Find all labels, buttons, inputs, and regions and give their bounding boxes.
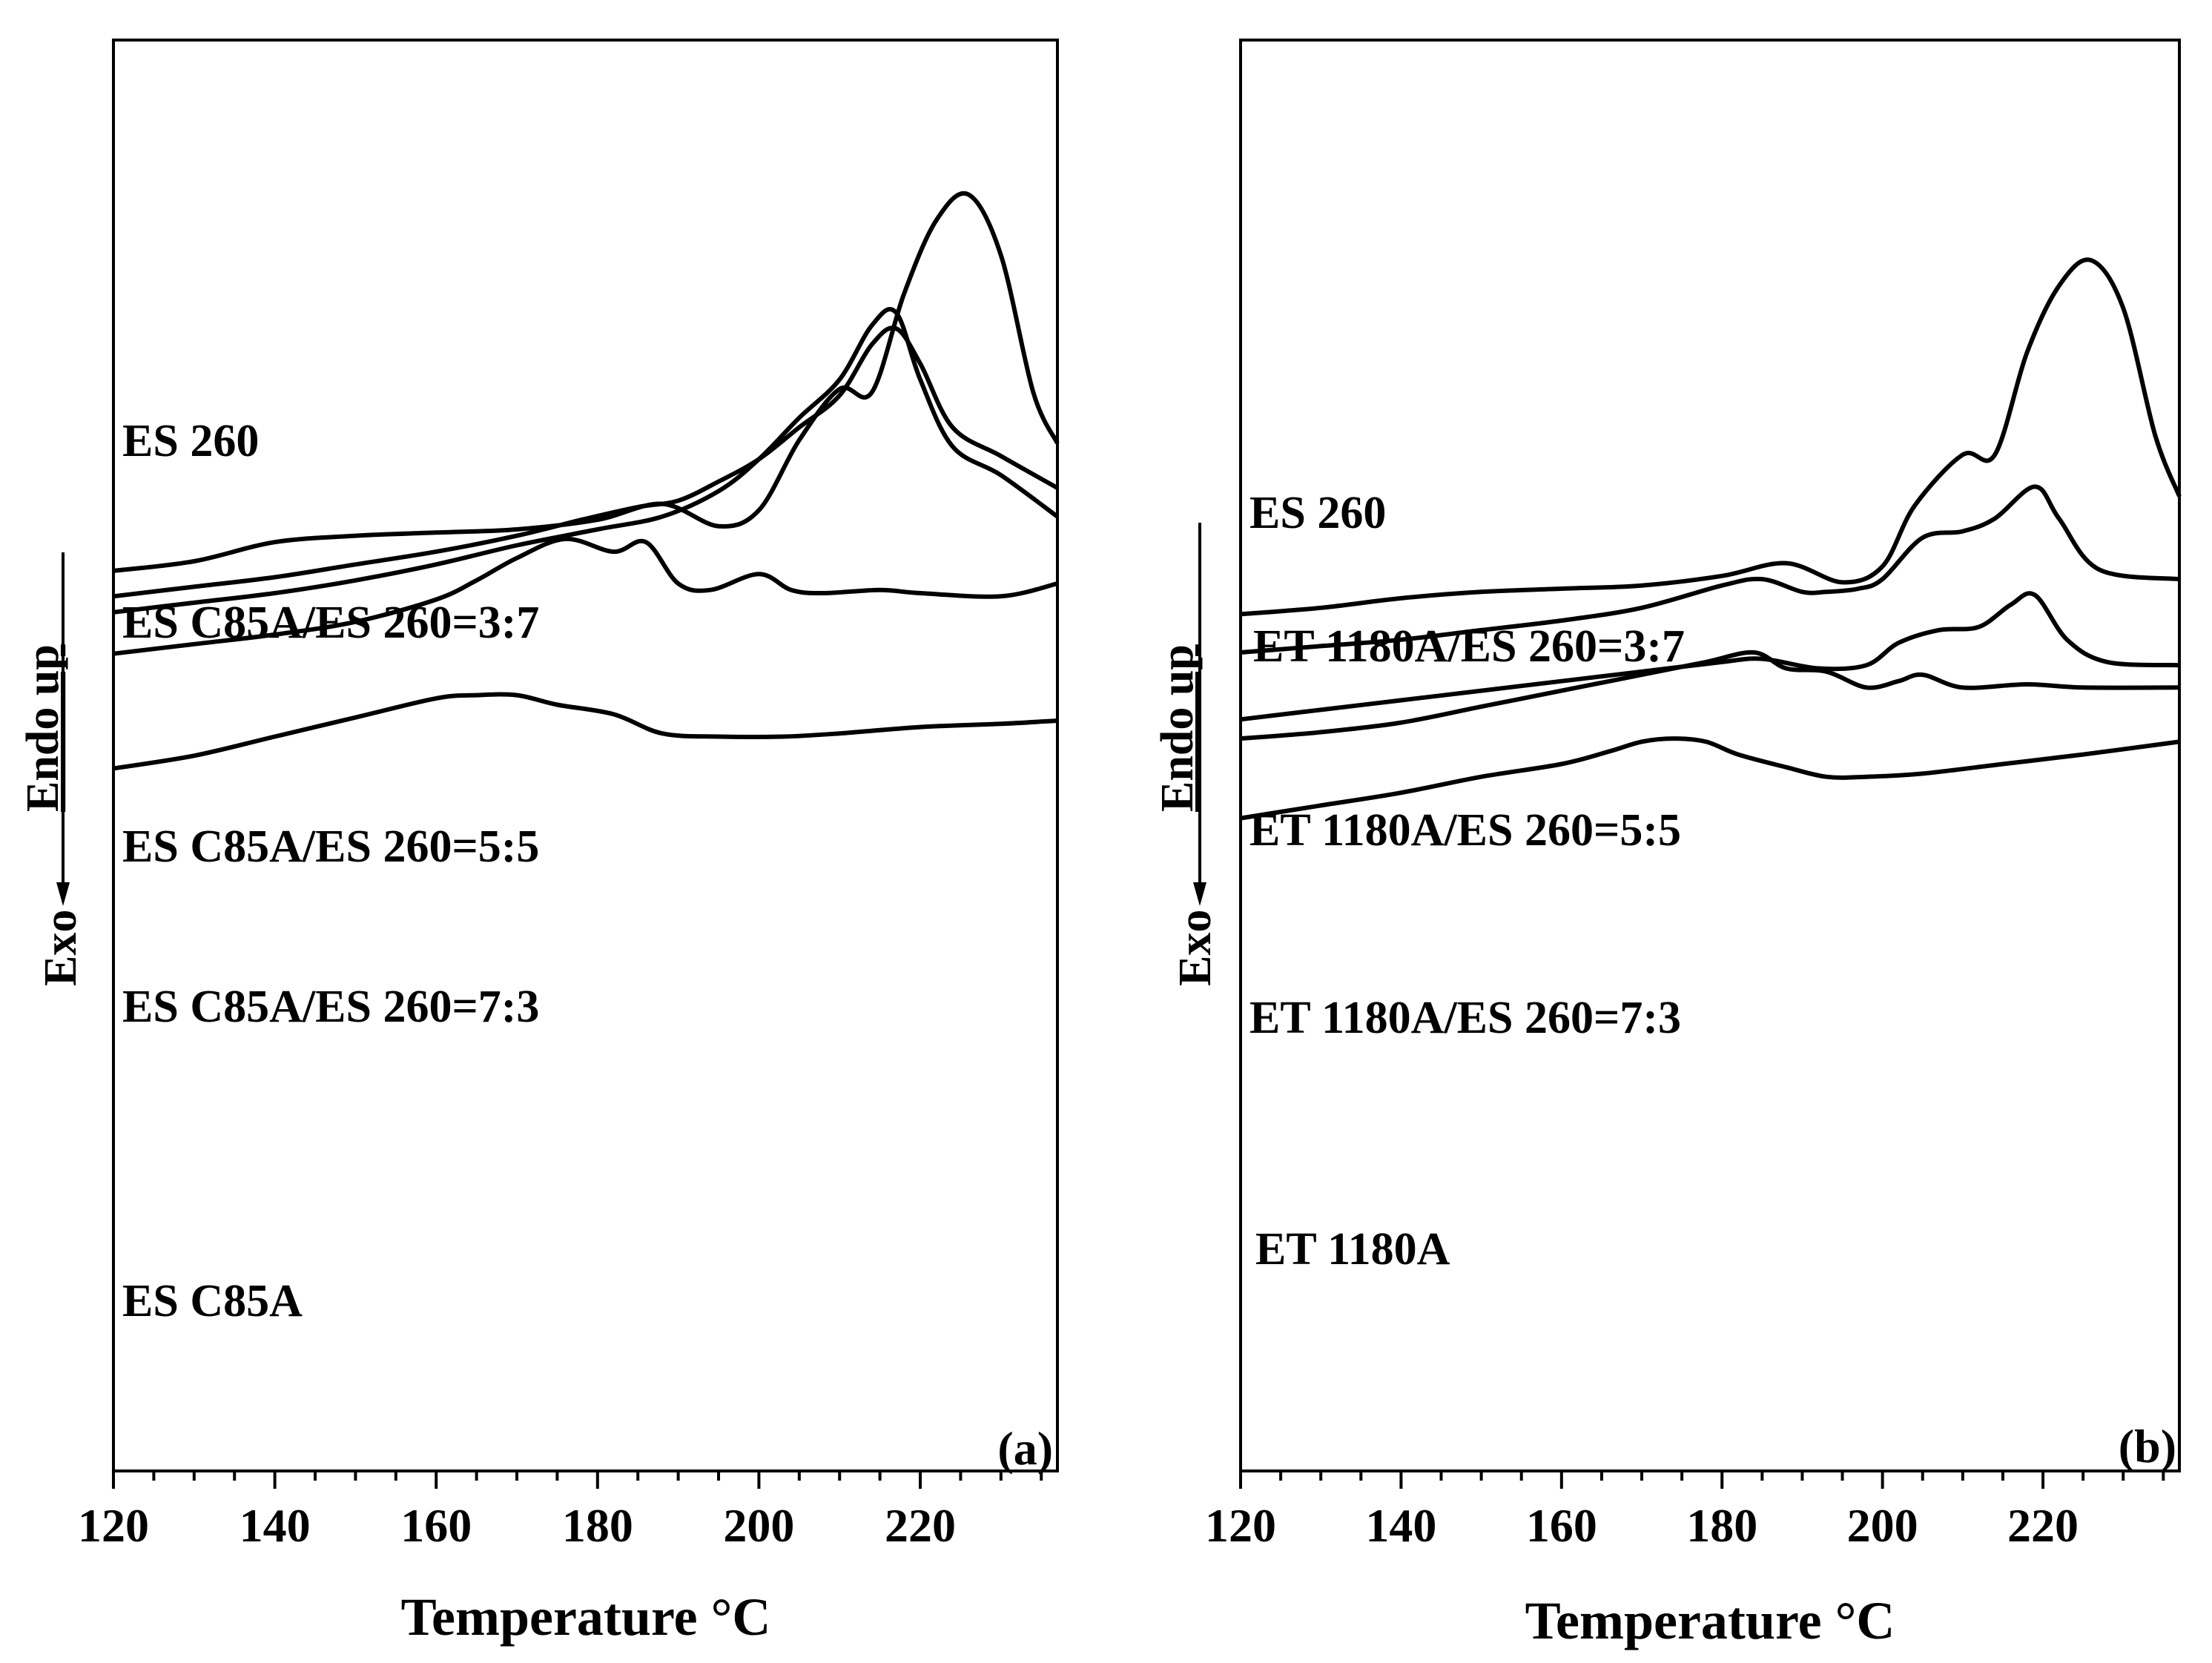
x-tick-label: 220 — [885, 1499, 956, 1552]
panel-a-label-es260: ES 260 — [122, 416, 259, 466]
dsc-curve-3 — [1240, 591, 2180, 722]
dsc-curve-5 — [1240, 736, 2180, 821]
panel-a: 120 140 160 180 200 220 Temperature °C (a) ES… — [18, 39, 1060, 1647]
dsc-curve-1 — [113, 191, 1060, 573]
panel-a-label-7-3: ES C85A/ES 260=7:3 — [122, 982, 539, 1032]
panel-b-label-es260: ES 260 — [1249, 488, 1386, 538]
panel-b-label-3-7: ET 1180A/ES 260=3:7 — [1253, 621, 1685, 672]
x-tick-label: 160 — [1526, 1499, 1597, 1552]
panel-b-curves — [1240, 257, 2182, 821]
panel-a-frame — [112, 39, 1059, 1472]
panel-a-exo-label: Exo — [36, 910, 86, 986]
panel-b-exo-label: Exo — [1170, 910, 1221, 986]
panel-b-label-7-3: ET 1180A/ES 260=7:3 — [1249, 993, 1681, 1043]
panel-b-label-5-5: ET 1180A/ES 260=5:5 — [1249, 805, 1681, 856]
panel-a-label-5-5: ES C85A/ES 260=5:5 — [122, 821, 539, 872]
panel-b-tick-labels: 120 140 160 180 200 220 — [1205, 1499, 2079, 1552]
x-tick-label: 140 — [240, 1499, 311, 1552]
panel-b-endo-arrow-head — [1193, 882, 1206, 906]
x-tick-label: 160 — [400, 1499, 472, 1552]
panel-b-x-ticks — [1239, 1471, 2165, 1489]
panel-b-endo-label: Endo up — [1152, 644, 1203, 812]
panel-a-curves — [113, 191, 1060, 771]
x-tick-label: 200 — [1847, 1499, 1918, 1552]
x-tick-label: 120 — [78, 1499, 149, 1552]
dsc-curve-2 — [113, 325, 1059, 599]
dsc-curve-1 — [1240, 257, 2182, 617]
panel-a-x-ticks — [112, 1471, 1043, 1489]
panel-a-x-axis-title: Temperature °C — [401, 1587, 771, 1647]
panel-a-label-3-7: ES C85A/ES 260=3:7 — [122, 598, 539, 648]
x-tick-label: 180 — [562, 1499, 633, 1552]
panel-b-x-axis-title: Temperature °C — [1525, 1591, 1895, 1650]
dsc-curve-3 — [113, 307, 1059, 615]
x-tick-label: 180 — [1686, 1499, 1757, 1552]
panel-b-label-et1180a: ET 1180A — [1255, 1224, 1450, 1274]
panel-b: 120 140 160 180 200 220 Temperature °C (b) ES… — [1152, 39, 2182, 1650]
panel-a-endo-label: Endo up — [18, 644, 68, 812]
panel-a-endo-arrow-head — [56, 882, 70, 906]
dsc-curve-4 — [113, 536, 1058, 656]
panel-a-tag: (a) — [997, 1422, 1053, 1475]
x-tick-label: 220 — [2007, 1499, 2079, 1552]
x-tick-label: 120 — [1205, 1499, 1276, 1552]
panel-a-label-esc85a: ES C85A — [122, 1276, 303, 1326]
x-tick-label: 200 — [723, 1499, 794, 1552]
dsc-curve-4 — [1240, 649, 2180, 741]
panel-b-tag: (b) — [2119, 1420, 2176, 1472]
dsc-curve-2 — [1240, 484, 2180, 655]
x-tick-label: 140 — [1365, 1499, 1436, 1552]
panel-a-tick-labels: 120 140 160 180 200 220 — [78, 1499, 956, 1552]
panel-b-frame — [1239, 39, 2181, 1472]
dsc-curve-5 — [113, 692, 1058, 771]
